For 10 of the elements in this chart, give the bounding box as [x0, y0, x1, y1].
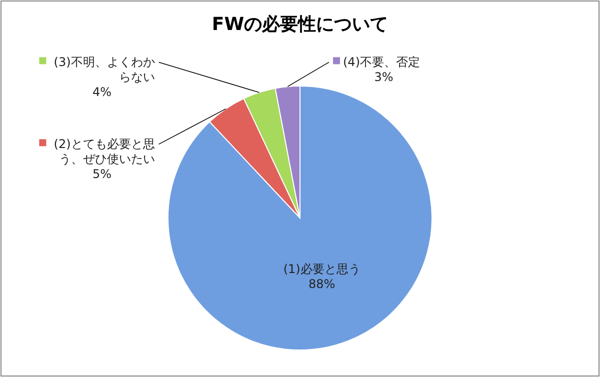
- legend-label: (2)とても必要と思う、ぜひ使いたい: [54, 137, 155, 166]
- slice-label: (1)必要と思う: [283, 262, 360, 276]
- legend-label: (3)不明、よくわからない: [54, 55, 155, 84]
- legend-label: (4)不要、否定: [343, 55, 420, 70]
- data-label: 5%: [92, 167, 112, 182]
- chart-title: FWの必要性について: [212, 14, 388, 35]
- data-label: 3%: [374, 70, 394, 84]
- data-label: 88%: [308, 277, 336, 292]
- pie-slice: [168, 86, 432, 350]
- data-label: 4%: [92, 85, 112, 100]
